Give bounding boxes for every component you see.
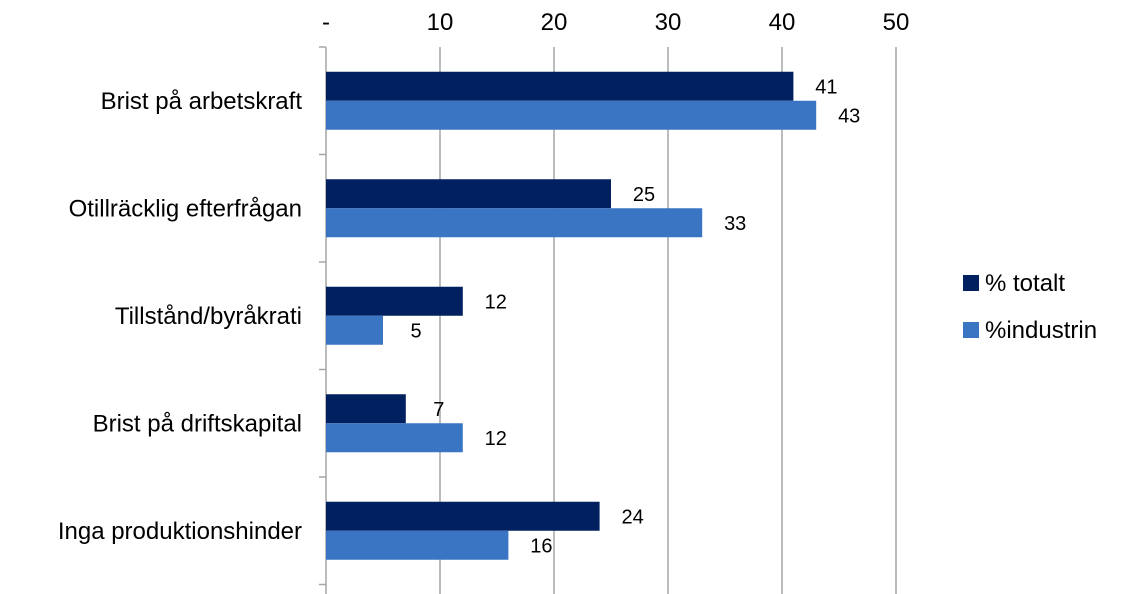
data-label: 12	[485, 428, 507, 450]
legend: % totalt %industrin	[963, 270, 1097, 344]
x-tick-label: 30	[655, 9, 682, 36]
bar-industrin	[326, 208, 703, 238]
x-tick-label: 20	[541, 9, 568, 36]
data-label: 12	[485, 291, 507, 313]
data-label: 16	[530, 535, 552, 557]
x-tick-label: -	[322, 9, 330, 36]
x-tick-label: 10	[427, 9, 454, 36]
bar-industrin	[326, 315, 383, 345]
category-label: Otillräcklig efterfrågan	[69, 195, 302, 222]
data-label: 24	[621, 506, 643, 528]
data-label: 25	[633, 184, 655, 206]
data-label: 33	[724, 213, 746, 235]
x-tick-label: 50	[883, 9, 910, 36]
x-axis-ticks: - 10 20 30 40 50	[322, 9, 909, 36]
legend-label: % totalt	[985, 270, 1065, 297]
data-label: 5	[410, 320, 421, 342]
bar-totalt	[326, 501, 600, 531]
category-label: Brist på arbetskraft	[101, 88, 303, 115]
bars	[326, 71, 817, 560]
category-label: Tillstånd/byråkrati	[115, 303, 302, 330]
bar-totalt	[326, 286, 463, 316]
bar-totalt	[326, 394, 406, 424]
legend-swatch	[963, 322, 979, 338]
data-label: 7	[433, 399, 444, 421]
bar-industrin	[326, 100, 817, 130]
bar-totalt	[326, 71, 794, 101]
data-label: 41	[815, 76, 837, 98]
bar-totalt	[326, 179, 611, 209]
category-label: Inga produktionshinder	[58, 518, 302, 545]
bar-industrin	[326, 530, 509, 560]
x-tick-label: 40	[769, 9, 796, 36]
bar-industrin	[326, 423, 463, 453]
data-label: 43	[838, 105, 860, 127]
category-label: Brist på driftskapital	[93, 410, 302, 437]
legend-swatch	[963, 275, 979, 291]
category-axis: Brist på arbetskraft Otillräcklig efterfr…	[58, 46, 327, 594]
legend-label: %industrin	[985, 317, 1097, 344]
